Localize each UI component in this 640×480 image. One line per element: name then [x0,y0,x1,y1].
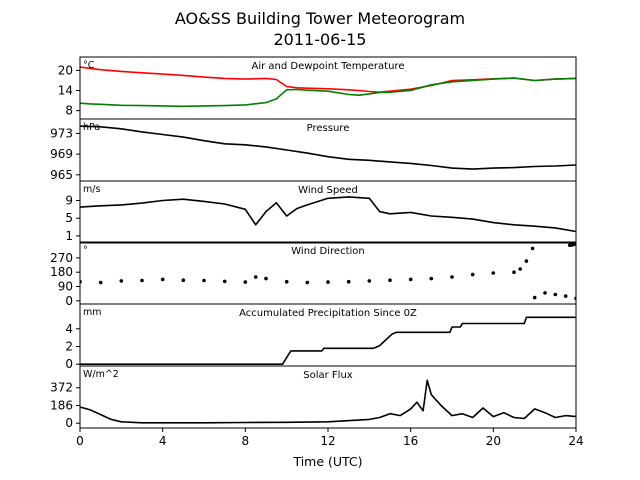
panel-unit: °C [83,60,95,71]
panel-data [80,66,576,108]
panel-title: Pressure [307,123,350,134]
y-tick-label: 969 [50,147,73,161]
data-point [160,277,165,282]
data-point [408,277,413,282]
x-tick-label: 4 [159,434,167,448]
data-point [367,279,372,283]
x-axis-label: Time (UTC) [292,454,362,469]
data-point [284,279,289,284]
panel-unit: mm [83,307,102,318]
y-tick-label: 372 [50,381,73,395]
y-tick-label: 2 [65,340,73,354]
x-tick-label: 16 [403,434,418,448]
y-tick-label: 8 [65,104,73,118]
y-tick-label: 270 [50,251,73,265]
panel-title: Wind Direction [291,246,365,257]
y-tick-label: 186 [50,398,73,412]
x-tick-label: 24 [568,434,583,448]
x-tick-label: 0 [76,434,84,448]
panel-data [80,125,576,170]
panel-title: Wind Speed [298,185,358,196]
data-point [253,275,258,279]
panel-data [80,196,576,233]
data-point [264,276,268,281]
y-tick-label: 20 [58,63,73,77]
y-tick-label: 973 [50,126,73,140]
figure-title: AO&SS Building Tower Meteorogram [175,9,465,28]
data-point [243,280,248,284]
series-line [80,77,576,108]
y-tick-label: 5 [65,211,73,225]
panel-data [80,316,576,366]
x-tick-label: 8 [242,434,250,448]
panel-unit: W/m^2 [83,369,119,380]
panel-frame [79,180,577,244]
y-tick-label: 965 [50,168,73,182]
y-tick-label: 180 [50,265,73,279]
data-point [388,278,392,283]
data-point [563,294,568,298]
y-tick-label: 4 [65,322,73,336]
panel-title: Air and Dewpoint Temperature [252,61,405,72]
panel-data [80,242,576,301]
data-point [140,278,144,283]
panel-unit: ° [83,245,88,256]
panel-data [80,379,576,424]
panel-1: 965 969 973 hPa Pressure [50,118,577,182]
data-point [98,280,103,285]
series-line [80,196,576,233]
data-point [470,272,475,277]
x-tick-label: 20 [486,434,501,448]
y-tick-label: 0 [65,416,73,430]
series-line [80,379,576,424]
data-point [326,280,330,284]
data-point [450,275,454,279]
y-tick-label: 0 [65,294,73,308]
series-line [80,316,576,366]
panel-5: 0 186 372 W/m^2 Solar Flux [50,365,577,430]
data-point [222,279,227,284]
panel-unit: m/s [83,184,100,195]
data-point [119,279,124,283]
data-point [553,292,558,297]
data-point [524,259,529,263]
data-point [530,246,535,251]
data-point [305,280,310,285]
y-tick-label: 9 [65,193,73,207]
y-tick-label: 14 [58,84,73,98]
panel-2: 1 5 9 m/s Wind Speed [65,180,577,244]
data-point [202,278,206,283]
y-tick-label: 0 [65,357,73,371]
x-tick-label: 12 [320,434,335,448]
data-point [518,267,522,271]
y-tick-label: 1 [65,229,73,243]
panel-title: Accumulated Precipitation Since 0Z [239,308,417,319]
x-axis: 0 4 8 12 16 20 24 [76,428,584,448]
series-line [80,125,576,170]
data-point [346,279,351,284]
panel-0: 8 14 20 °C Air and Dewpoint Temperature [58,56,577,120]
panel-unit: hPa [83,122,100,133]
y-tick-label: 90 [58,280,73,294]
data-point [512,270,516,275]
data-point [532,295,537,300]
panel-4: 0 2 4 mm Accumulated Precipitation Since 0Z [65,303,577,371]
data-point [543,291,547,295]
data-point [572,242,576,247]
figure-date: 2011-06-15 [274,30,367,49]
panel-title: Solar Flux [303,370,353,381]
data-point [429,276,434,281]
data-point [181,278,186,283]
data-point [491,271,496,275]
